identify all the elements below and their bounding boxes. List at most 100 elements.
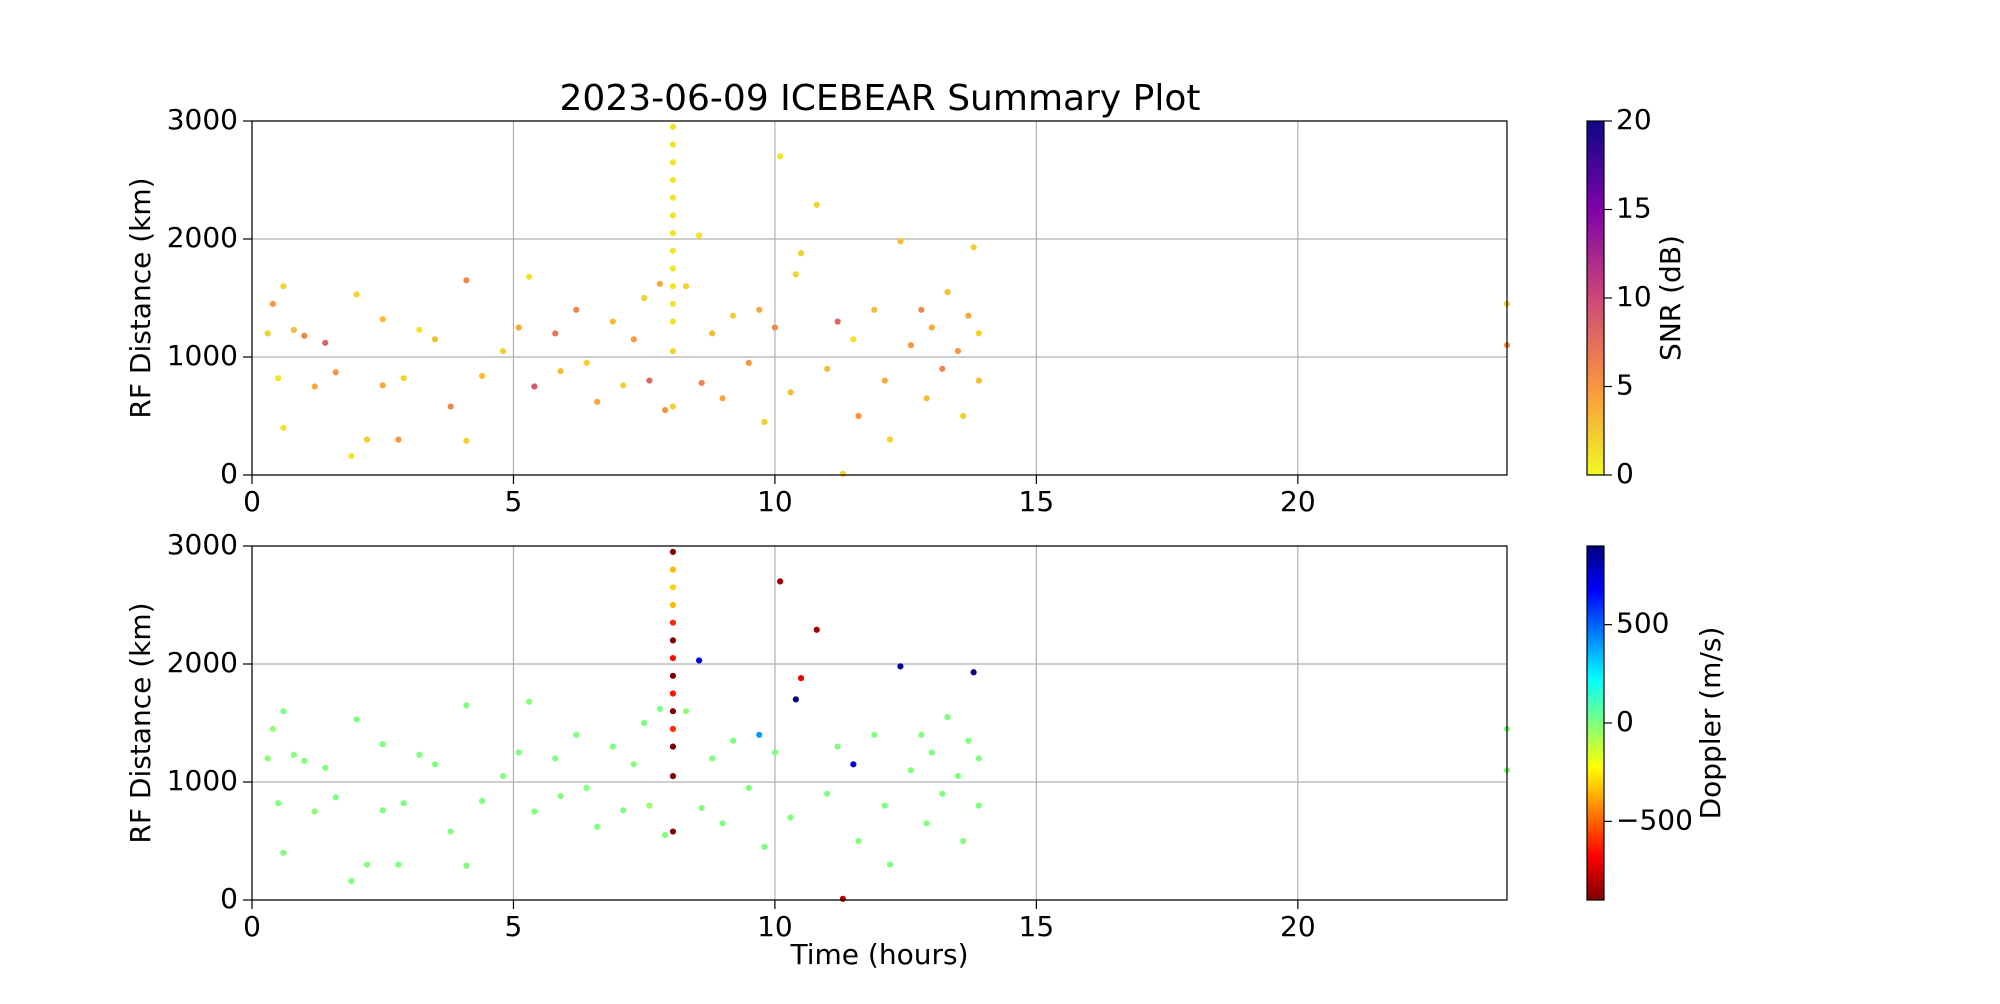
point	[447, 828, 454, 835]
point	[669, 123, 677, 130]
point	[669, 300, 677, 308]
point	[669, 725, 677, 733]
point	[353, 291, 360, 298]
point	[301, 332, 308, 339]
point	[923, 820, 930, 827]
point	[698, 379, 705, 387]
point	[813, 201, 820, 208]
point	[669, 743, 677, 750]
y-tick-label: 0	[220, 457, 238, 490]
point	[499, 348, 507, 355]
point	[855, 837, 862, 845]
point	[907, 767, 914, 774]
point	[322, 764, 329, 771]
point	[960, 412, 967, 420]
point	[709, 330, 716, 337]
colorbar-tick-label: 0	[1616, 457, 1634, 490]
colorbar	[1586, 545, 1605, 901]
point	[311, 383, 318, 390]
point	[620, 382, 627, 389]
point	[771, 749, 779, 756]
colorbar-tick-label: 20	[1616, 103, 1652, 136]
point	[416, 751, 423, 758]
point	[275, 375, 282, 382]
point	[280, 283, 287, 290]
point	[348, 878, 355, 885]
point	[939, 365, 946, 372]
point	[515, 324, 522, 331]
point	[792, 696, 799, 703]
point	[332, 369, 339, 376]
point	[662, 407, 669, 414]
point	[669, 194, 677, 201]
point	[669, 348, 677, 355]
colorbar-tick-label: 5	[1616, 369, 1634, 402]
point	[954, 772, 962, 780]
point	[756, 731, 763, 738]
point	[332, 794, 339, 801]
point	[669, 318, 677, 325]
point	[965, 312, 972, 319]
x-tick-label: 15	[1019, 485, 1055, 518]
point	[463, 702, 470, 709]
point	[813, 626, 820, 633]
point	[322, 339, 329, 346]
point	[669, 601, 677, 609]
y-tick-label: 1000	[167, 764, 238, 797]
point	[787, 389, 794, 396]
point	[379, 316, 386, 323]
point	[907, 342, 914, 349]
point	[886, 861, 894, 868]
point	[431, 761, 439, 768]
point	[641, 719, 648, 727]
point	[918, 306, 925, 313]
point	[447, 403, 454, 410]
scatter-points	[264, 548, 1511, 902]
point	[499, 772, 507, 780]
point	[275, 800, 282, 807]
x-tick-label: 20	[1280, 910, 1316, 943]
point	[641, 294, 648, 302]
point	[928, 324, 935, 331]
point	[918, 731, 925, 738]
point	[557, 368, 564, 375]
point	[855, 412, 862, 420]
point	[881, 802, 888, 809]
point	[797, 250, 805, 257]
point	[662, 831, 669, 839]
point	[729, 312, 737, 319]
point	[526, 698, 533, 705]
y-tick-label: 1000	[167, 339, 238, 372]
colorbar-tick-label: 500	[1616, 607, 1669, 640]
point	[669, 654, 677, 662]
point	[850, 761, 857, 768]
plot-frame	[251, 120, 1508, 476]
colorbar	[1586, 120, 1605, 476]
point	[646, 377, 653, 384]
point	[824, 365, 831, 372]
chart-title: 2023-06-09 ICEBEAR Summary Plot	[560, 78, 1201, 119]
point	[824, 790, 831, 797]
point	[669, 772, 677, 780]
point	[379, 382, 386, 389]
point	[669, 548, 677, 556]
point	[954, 348, 962, 355]
y-axis-label: RF Distance (km)	[124, 602, 157, 843]
colorbar-tick-label: 0	[1616, 705, 1634, 738]
point	[478, 797, 486, 804]
point	[431, 336, 439, 343]
point	[669, 247, 677, 254]
point	[709, 755, 716, 762]
point	[400, 800, 407, 807]
point	[416, 326, 423, 333]
point	[379, 741, 386, 748]
point	[594, 398, 601, 405]
point	[400, 375, 407, 382]
point	[939, 790, 946, 797]
y-axis-label: RF Distance (km)	[124, 177, 157, 418]
point	[557, 793, 564, 800]
point	[777, 153, 784, 160]
point	[756, 306, 763, 313]
point	[620, 807, 627, 814]
point	[573, 731, 580, 738]
